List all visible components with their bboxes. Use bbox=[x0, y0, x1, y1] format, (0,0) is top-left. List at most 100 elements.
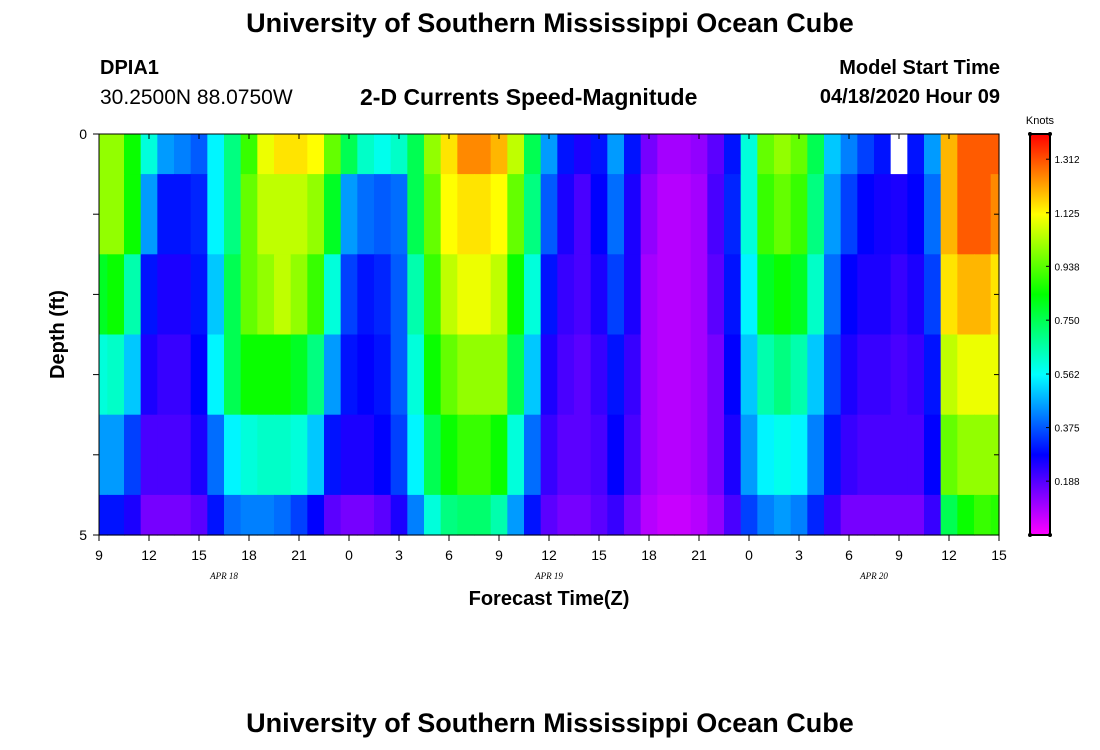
heatmap-cell bbox=[107, 134, 125, 175]
heatmap-cell bbox=[624, 174, 642, 255]
heatmap-cell bbox=[790, 334, 808, 416]
heatmap-cell bbox=[940, 254, 958, 336]
heatmap-cell bbox=[590, 254, 608, 336]
heatmap-cell bbox=[924, 174, 942, 255]
heatmap-cell bbox=[907, 174, 925, 255]
heatmap-cell bbox=[240, 254, 258, 336]
heatmap-cell bbox=[224, 494, 242, 536]
heatmap-cell bbox=[590, 414, 608, 496]
colorbar-tick-label: 0.562 bbox=[1054, 370, 1079, 381]
heatmap-cell bbox=[257, 494, 275, 536]
heatmap-cell bbox=[674, 494, 692, 536]
heatmap-cell bbox=[624, 254, 642, 336]
heatmap-cell bbox=[424, 134, 442, 175]
heatmap-cell bbox=[624, 414, 642, 496]
heatmap-cell bbox=[590, 494, 608, 536]
heatmap-cell bbox=[807, 414, 825, 496]
heatmap-cell bbox=[407, 334, 425, 416]
heatmap-cell bbox=[124, 414, 142, 496]
heatmap-cell bbox=[957, 174, 975, 255]
heatmap-cell bbox=[990, 494, 1000, 536]
heatmap-cell bbox=[540, 494, 558, 536]
heatmap-cell bbox=[457, 174, 475, 255]
heatmap-cell bbox=[657, 414, 675, 496]
heatmap-cell bbox=[957, 254, 975, 336]
heatmap-cell bbox=[474, 134, 492, 175]
model-start-label: Model Start Time bbox=[839, 57, 1000, 79]
heatmap-cell bbox=[940, 494, 958, 536]
heatmap-cell bbox=[524, 414, 542, 496]
heatmap-cell bbox=[740, 254, 758, 336]
heatmap-cell bbox=[490, 334, 508, 416]
heatmap-cell bbox=[607, 134, 625, 175]
x-tick-label: 15 bbox=[991, 547, 1007, 563]
heatmap-cell bbox=[540, 414, 558, 496]
heatmap-cell bbox=[624, 334, 642, 416]
heatmap-cell bbox=[99, 494, 108, 536]
model-start-time: 04/18/2020 Hour 09 bbox=[819, 86, 1000, 108]
heatmap-cell bbox=[707, 134, 725, 175]
heatmap-cell bbox=[99, 174, 108, 255]
heatmap-cell bbox=[707, 494, 725, 536]
heatmap-cell bbox=[290, 134, 308, 175]
heatmap-cell bbox=[690, 254, 708, 336]
heatmap-cell bbox=[290, 334, 308, 416]
heatmap-cell bbox=[474, 174, 492, 255]
heatmap-cell bbox=[674, 254, 692, 336]
heatmap-cell bbox=[307, 414, 325, 496]
heatmap-cell bbox=[174, 134, 192, 175]
heatmap-cell bbox=[257, 134, 275, 175]
heatmap-cell bbox=[357, 134, 375, 175]
heatmap-cell bbox=[574, 254, 592, 336]
x-tick-label: 0 bbox=[745, 547, 753, 563]
heatmap-cell bbox=[957, 134, 975, 175]
x-tick-label: 3 bbox=[395, 547, 403, 563]
heatmap-cell bbox=[924, 494, 942, 536]
heatmap-cell bbox=[357, 494, 375, 536]
heatmap-cell bbox=[407, 414, 425, 496]
heatmap-cell bbox=[240, 134, 258, 175]
heatmap-cell bbox=[140, 494, 158, 536]
heatmap-cell bbox=[240, 414, 258, 496]
heatmap-cell bbox=[207, 334, 225, 416]
heatmap-cell bbox=[874, 494, 892, 536]
y-tick-label: 0 bbox=[79, 126, 87, 142]
colorbar-tick-label: 0.750 bbox=[1054, 316, 1079, 327]
heatmap-cell bbox=[557, 134, 575, 175]
heatmap-cell bbox=[157, 414, 175, 496]
heatmap-cell bbox=[557, 334, 575, 416]
heatmap-cell bbox=[757, 174, 775, 255]
heatmap-cell bbox=[140, 334, 158, 416]
heatmap-cell bbox=[224, 254, 242, 336]
heatmap-cell bbox=[340, 134, 358, 175]
colorbar-corner bbox=[1048, 132, 1052, 136]
heatmap-cell bbox=[407, 174, 425, 255]
heatmap-cell bbox=[774, 414, 792, 496]
heatmap-cell bbox=[124, 334, 142, 416]
x-tick-label: 9 bbox=[895, 547, 903, 563]
heatmap-cell bbox=[907, 134, 925, 175]
heatmap-cell bbox=[140, 254, 158, 336]
heatmap-cell bbox=[257, 174, 275, 255]
heatmap-cell bbox=[574, 134, 592, 175]
heatmap-cell bbox=[940, 134, 958, 175]
x-tick-label: 6 bbox=[845, 547, 853, 563]
heatmap-cell bbox=[824, 334, 842, 416]
heatmap-cell bbox=[657, 334, 675, 416]
colorbar-tick-label: 0.938 bbox=[1054, 262, 1079, 273]
x-tick-label: 6 bbox=[445, 547, 453, 563]
heatmap-cell bbox=[524, 174, 542, 255]
heatmap-cell bbox=[757, 254, 775, 336]
heatmap-cell bbox=[924, 334, 942, 416]
heatmap-cell bbox=[740, 174, 758, 255]
heatmap-cell bbox=[557, 414, 575, 496]
heatmap-cell bbox=[224, 334, 242, 416]
heatmap-cell bbox=[107, 494, 125, 536]
colorbar-corner bbox=[1048, 533, 1052, 537]
heatmap-cell bbox=[590, 134, 608, 175]
heatmap-cell bbox=[557, 494, 575, 536]
heatmap-cell bbox=[207, 414, 225, 496]
x-tick-label: 21 bbox=[691, 547, 707, 563]
heatmap-cell bbox=[107, 334, 125, 416]
heatmap-cell bbox=[874, 414, 892, 496]
